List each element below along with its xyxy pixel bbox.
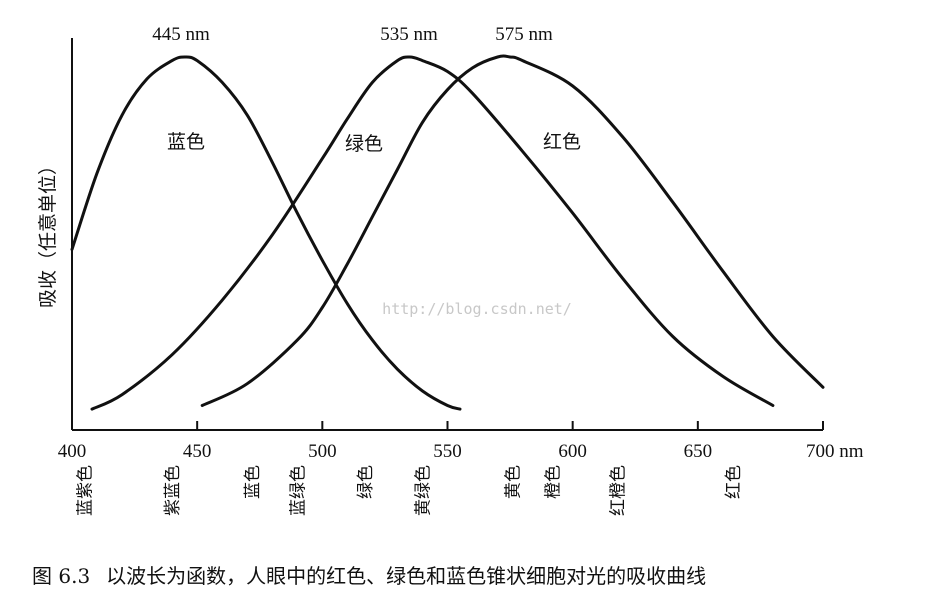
series-label-blue: 蓝色	[167, 131, 205, 153]
x-ticks: 400 450 500 550 600 650 700 nm	[58, 421, 864, 462]
curve-red	[200, 54, 825, 407]
spectral-color-label: 绿色	[356, 465, 376, 499]
peak-label-red: 575 nm	[495, 24, 553, 45]
peak-labels: 445 nm 535 nm 575 nm	[152, 24, 553, 45]
spectral-color-label: 蓝绿色	[288, 465, 308, 516]
absorption-chart: 400 450 500 550 600 650 700 nm 蓝色 绿色 红色 445 nm 53…	[37, 24, 864, 516]
spectral-color-label: 黄色	[504, 465, 524, 499]
y-axis-label: 吸收（任意单位）	[37, 156, 59, 308]
spectral-color-label: 紫蓝色	[163, 465, 183, 516]
series-label-green: 绿色	[345, 133, 383, 155]
figure-number: 图 6.3	[32, 564, 91, 588]
spectral-color-label: 蓝紫色	[76, 465, 96, 516]
spectral-color-names: 蓝紫色 紫蓝色 蓝色 蓝绿色 绿色 黄绿色 黄色 橙色 红橙色 红色	[76, 465, 744, 516]
x-tick-label: 700 nm	[806, 441, 864, 462]
chart-axes	[71, 38, 823, 431]
figure-caption: 图 6.3 以波长为函数，人眼中的红色、绿色和蓝色锥状细胞对光的吸收曲线	[32, 560, 706, 589]
x-tick-label: 400	[58, 441, 87, 462]
caption-text: 以波长为函数，人眼中的红色、绿色和蓝色锥状细胞对光的吸收曲线	[106, 564, 707, 588]
x-tick-label: 550	[433, 441, 462, 462]
spectral-color-label: 蓝色	[243, 465, 263, 499]
curve-green	[90, 55, 775, 411]
watermark-url: http://blog.csdn.net/	[382, 300, 572, 318]
x-tick-label: 500	[308, 441, 337, 462]
absorption-curves	[70, 54, 825, 411]
x-tick-label: 600	[558, 441, 587, 462]
spectral-color-label: 橙色	[544, 465, 564, 499]
spectral-color-label: 红色	[724, 465, 744, 499]
spectral-color-label: 黄绿色	[413, 465, 433, 516]
curve-blue	[70, 55, 462, 411]
spectral-color-label: 红橙色	[609, 465, 629, 516]
x-tick-label: 650	[684, 441, 713, 462]
series-labels: 蓝色 绿色 红色	[167, 131, 581, 155]
x-tick-label: 450	[183, 441, 212, 462]
peak-label-blue: 445 nm	[152, 24, 210, 45]
series-label-red: 红色	[543, 131, 581, 153]
peak-label-green: 535 nm	[380, 24, 438, 45]
